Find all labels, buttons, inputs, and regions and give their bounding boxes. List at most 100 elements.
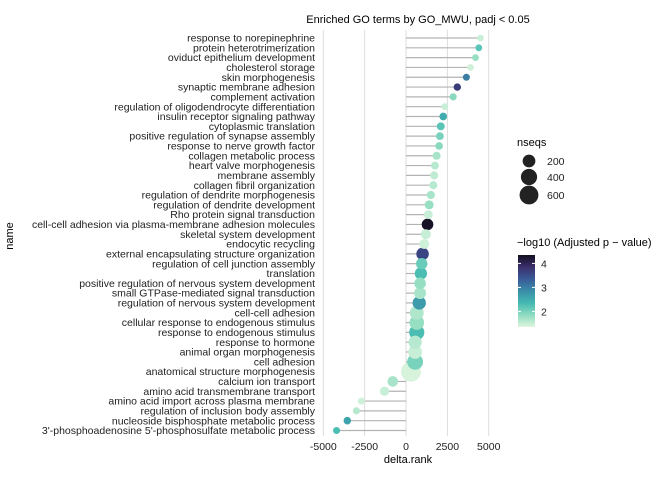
y-tick-label: animal organ morphogenesis [180, 347, 315, 359]
data-point [432, 151, 441, 160]
x-tick-label: 0 [403, 441, 409, 453]
data-point [414, 267, 428, 280]
size-legend-title: nseqs [517, 137, 547, 149]
data-point [426, 190, 435, 200]
y-tick-label: anatomical structure morphogenesis [146, 366, 315, 378]
data-point [424, 200, 434, 210]
y-tick-label: translation [267, 268, 316, 280]
data-point [416, 247, 429, 261]
data-point [439, 112, 448, 121]
color-legend-label: 3 [541, 282, 547, 294]
data-point [333, 426, 341, 435]
x-axis-title: delta.rank [384, 454, 433, 466]
color-legend-label: 4 [541, 258, 547, 270]
x-tick-label: -2500 [351, 441, 378, 453]
data-point [420, 229, 431, 240]
data-point [379, 386, 390, 396]
color-legend-title: −log10 (Adjusted p − value) [517, 237, 652, 249]
data-point [408, 345, 422, 359]
data-point [357, 397, 365, 405]
color-legend-bar [518, 255, 535, 327]
data-point [423, 210, 433, 220]
y-tick-label: oviduct epithelium development [168, 52, 315, 64]
data-point [435, 142, 443, 150]
data-point [430, 161, 439, 170]
y-tick-label: cholesterol storage [226, 62, 315, 74]
y-tick-label: regulation of dendrite morphogenesis [142, 190, 315, 202]
data-point [408, 335, 422, 349]
data-point [467, 64, 474, 71]
y-tick-label: regulation of dendrite development [153, 199, 315, 211]
x-tick-label: 5000 [477, 441, 501, 453]
y-tick-label: complement activation [211, 91, 316, 103]
data-point [462, 73, 470, 81]
data-point [429, 181, 438, 190]
data-point [419, 239, 430, 250]
data-point [477, 34, 484, 42]
y-tick-label: response to nerve growth factor [167, 141, 315, 153]
y-tick-label: skin morphogenesis [222, 72, 315, 84]
y-tick-label: regulation of nervous system development [118, 298, 315, 310]
data-point [436, 122, 445, 131]
y-tick-label: skeletal system development [180, 229, 315, 241]
y-tick-label: protein heterotrimerization [193, 42, 315, 54]
data-point [409, 315, 425, 330]
y-tick-label: insulin receptor signaling pathway [157, 111, 315, 123]
data-point [407, 353, 424, 370]
data-point [421, 218, 434, 231]
data-point [436, 132, 444, 141]
y-tick-label: response to hormone [216, 337, 315, 349]
y-tick-label: regulation of oligodendrocyte differenti… [114, 101, 315, 113]
data-point [430, 171, 439, 180]
data-point [416, 257, 428, 270]
y-tick-label: membrane assembly [218, 170, 316, 182]
size-legend-label: 400 [547, 172, 565, 184]
y-tick-label: collagen metabolic process [188, 150, 315, 162]
y-tick-label: Rho protein signal transduction [170, 209, 315, 221]
y-tick-label: regulation of cell junction assembly [152, 258, 316, 270]
y-tick-label: collagen fibril organization [194, 180, 316, 192]
y-tick-label: nucleoside bisphosphate metabolic proces… [112, 415, 315, 427]
size-legend-label: 600 [547, 190, 565, 202]
data-point [412, 296, 426, 310]
y-tick-label: positive regulation of nervous system de… [79, 278, 315, 290]
data-point [475, 44, 483, 52]
size-legend-key [520, 168, 538, 186]
y-tick-label: response to endogenous stimulus [158, 327, 315, 339]
y-tick-label: amino acid import across plasma membrane [108, 396, 315, 408]
y-tick-label: endocytic recycling [226, 239, 315, 251]
y-tick-label: small GTPase-mediated signal transductio… [112, 288, 315, 300]
data-point [472, 54, 479, 62]
color-legend: −log10 (Adjusted p − value) 2 3 4 [517, 237, 652, 327]
plot-area: -5000 -2500 0 2500 5000 response to norepinep… [32, 30, 501, 453]
y-tick-label: external encapsulating structure organiz… [106, 248, 315, 260]
x-tick-label: -5000 [310, 441, 337, 453]
x-tick-label: 2500 [436, 441, 460, 453]
chart-title: Enriched GO terms by GO_MWU, padj < 0.05 [306, 14, 529, 26]
y-tick-label: 3'-phosphoadenosine 5'-phosphosulfate me… [42, 425, 315, 437]
color-legend-label: 2 [541, 306, 547, 318]
data-point [441, 103, 449, 111]
y-tick-label: regulation of inclusion body assembly [140, 405, 315, 417]
y-tick-label: response to norepinephrine [187, 33, 315, 45]
data-point [453, 83, 462, 91]
size-legend-label: 200 [547, 156, 565, 168]
data-point [414, 277, 426, 290]
y-tick-label: heart valve morphogenesis [189, 160, 315, 172]
y-tick-label: cell adhesion [254, 356, 315, 368]
size-legend-key [519, 185, 539, 205]
data-point [387, 376, 399, 387]
y-tick-label: cell-cell adhesion [234, 307, 315, 319]
y-tick-label: positive regulation of synapse assembly [129, 131, 315, 143]
y-tick-label: amino acid transmembrane transport [143, 386, 315, 398]
data-point [414, 287, 427, 300]
y-axis-title: name [4, 222, 16, 250]
data-point [343, 416, 352, 425]
data-point [352, 407, 360, 415]
y-tick-label: cellular response to endogenous stimulus [122, 317, 315, 329]
y-tick-label: cell-cell adhesion via plasma-membrane a… [32, 219, 315, 231]
y-tick-label: calcium ion transport [218, 376, 315, 388]
size-legend-key [522, 154, 536, 168]
size-legend: nseqs 200 400 600 [517, 137, 565, 205]
